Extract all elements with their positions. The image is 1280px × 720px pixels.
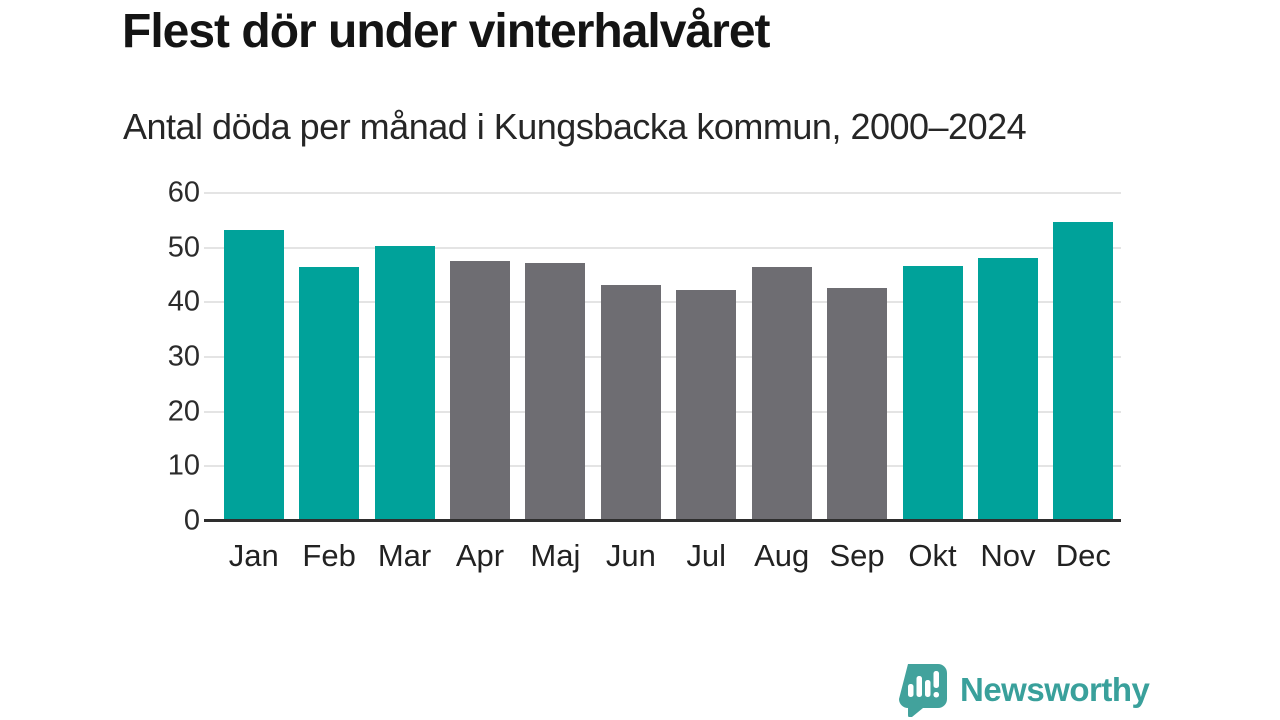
x-tick-label-feb: Feb [302, 538, 356, 573]
gridline-20 [204, 410, 1121, 413]
x-tick-label-jul: Jul [686, 538, 727, 573]
bar-cell-jul [669, 193, 744, 521]
bar-cell-sep [819, 193, 894, 521]
bar-aug [751, 267, 812, 521]
gridline-50 [204, 246, 1121, 249]
bar-maj [525, 263, 586, 521]
bar-cell-nov [970, 193, 1045, 521]
bar-feb [299, 267, 360, 521]
bar-sep [827, 287, 888, 521]
brand-name: Newsworthy [960, 671, 1150, 708]
bar-cell-feb [291, 193, 366, 521]
x-axis: Jan Feb Mar Apr Maj Jun Jul Aug Sep Okt Nov Dec [216, 537, 1121, 574]
x-tick-label-jan: Jan [228, 538, 279, 573]
bar-dec [1053, 222, 1114, 521]
gridline-30 [204, 356, 1121, 358]
x-tick-label-jun: Jun [605, 538, 656, 573]
bar-nov [977, 257, 1038, 521]
bar-jan [223, 230, 284, 521]
bar-cell-maj [518, 193, 593, 521]
bar-series [216, 193, 1121, 521]
page-title: Flest dör under vinterhalvåret [122, 5, 771, 58]
x-tick-label-dec: Dec [1055, 538, 1111, 573]
bar-cell-okt [895, 193, 970, 521]
newsworthy-logo-icon[interactable] [898, 663, 948, 717]
y-tick-label-20: 20 [167, 395, 200, 428]
bar-cell-jan [216, 193, 291, 521]
plot-area [204, 192, 1121, 522]
x-tick-label-maj: Maj [530, 538, 581, 573]
bar-cell-jun [593, 193, 668, 521]
gridline-60 [204, 192, 1121, 194]
x-tick-label-okt: Okt [908, 538, 957, 573]
chart-subtitle: Antal döda per månad i Kungsbacka kommun… [123, 106, 1027, 147]
bar-jul [676, 289, 737, 521]
x-tick-label-nov: Nov [980, 538, 1036, 573]
y-tick-label-10: 10 [167, 449, 200, 482]
x-tick-label-aug: Aug [754, 538, 810, 573]
y-tick-label-30: 30 [167, 340, 200, 373]
x-tick-label-mar: Mar [377, 538, 432, 573]
x-tick-label-sep: Sep [829, 538, 885, 573]
x-axis-baseline [204, 519, 1121, 522]
speech-bubble-shape [899, 664, 947, 717]
bar-cell-apr [442, 193, 517, 521]
bar-okt [902, 265, 963, 521]
y-tick-label-40: 40 [167, 285, 200, 318]
bar-chart-glyph [908, 671, 939, 698]
bar-cell-aug [744, 193, 819, 521]
y-tick-label-0: 0 [183, 504, 200, 537]
y-tick-label-60: 60 [167, 176, 200, 209]
bar-cell-mar [367, 193, 442, 521]
y-tick-label-50: 50 [167, 231, 200, 264]
bar-apr [449, 261, 510, 521]
bar-jun [600, 284, 661, 521]
gridline-40 [204, 301, 1121, 304]
gridline-10 [204, 465, 1121, 468]
newsworthy-brand-lockup[interactable]: Newsworthy [898, 663, 1150, 717]
bar-cell-dec [1046, 193, 1121, 521]
y-axis: 0 10 20 30 40 50 60 [120, 178, 200, 535]
bar-mar [374, 246, 435, 521]
x-tick-label-apr: Apr [455, 538, 505, 573]
